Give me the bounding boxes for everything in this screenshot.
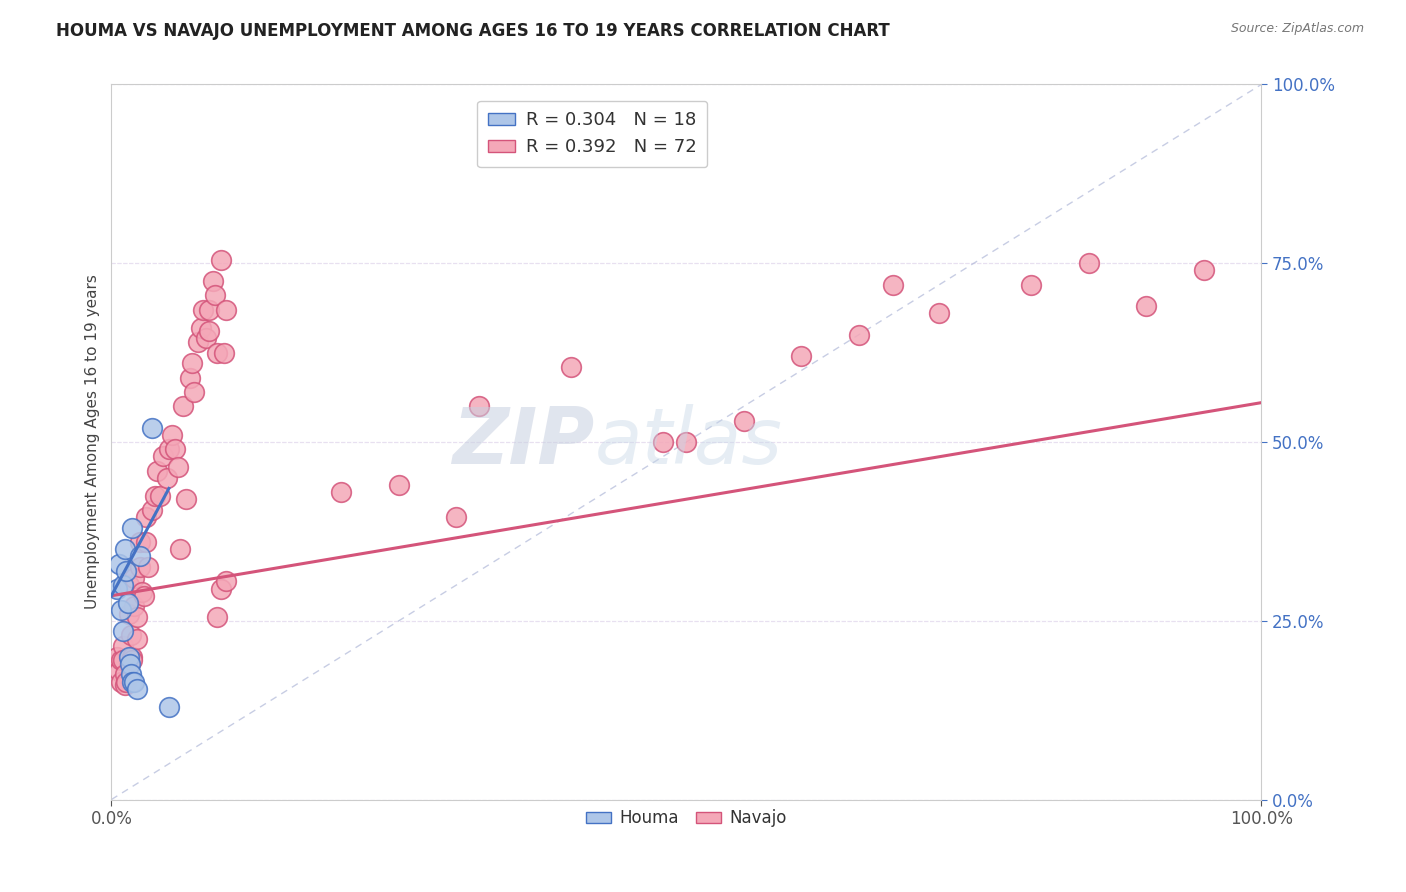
Text: Source: ZipAtlas.com: Source: ZipAtlas.com <box>1230 22 1364 36</box>
Point <box>125 610 148 624</box>
Point <box>121 674 143 689</box>
Point <box>121 653 143 667</box>
Point <box>135 535 157 549</box>
Point <box>111 653 134 667</box>
Point <box>733 413 755 427</box>
Point <box>1077 256 1099 270</box>
Point <box>120 628 142 642</box>
Point <box>124 571 146 585</box>
Point <box>149 489 172 503</box>
Point <box>143 489 166 503</box>
Point <box>1135 299 1157 313</box>
Point <box>928 306 950 320</box>
Point <box>1192 263 1215 277</box>
Point <box>330 485 353 500</box>
Point <box>215 302 238 317</box>
Point <box>115 674 138 689</box>
Text: ZIP: ZIP <box>453 404 595 480</box>
Point <box>118 657 141 671</box>
Point <box>141 503 163 517</box>
Legend: Houma, Navajo: Houma, Navajo <box>579 803 793 834</box>
Point <box>179 370 201 384</box>
Point <box>193 302 215 317</box>
Point <box>118 649 141 664</box>
Point <box>118 578 141 592</box>
Point <box>675 434 697 449</box>
Point <box>388 478 411 492</box>
Point <box>790 349 813 363</box>
Point <box>141 420 163 434</box>
Point <box>848 327 870 342</box>
Point <box>121 521 143 535</box>
Point <box>205 610 228 624</box>
Point <box>136 560 159 574</box>
Point <box>118 607 141 621</box>
Point <box>131 585 153 599</box>
Point <box>560 359 582 374</box>
Point <box>114 678 136 692</box>
Point <box>114 667 136 681</box>
Point <box>468 399 491 413</box>
Point <box>446 510 468 524</box>
Point <box>652 434 675 449</box>
Point <box>157 699 180 714</box>
Point <box>117 596 139 610</box>
Point <box>194 331 217 345</box>
Point <box>120 667 142 681</box>
Point <box>115 564 138 578</box>
Point <box>212 345 235 359</box>
Point <box>1021 277 1043 292</box>
Point <box>124 674 146 689</box>
Text: atlas: atlas <box>595 404 782 480</box>
Point <box>105 649 128 664</box>
Point <box>114 542 136 557</box>
Point <box>132 589 155 603</box>
Point <box>882 277 904 292</box>
Point <box>111 624 134 639</box>
Point <box>124 599 146 614</box>
Point <box>108 557 131 571</box>
Point <box>121 649 143 664</box>
Point <box>146 464 169 478</box>
Point <box>110 674 132 689</box>
Point <box>135 510 157 524</box>
Point <box>183 384 205 399</box>
Point <box>111 639 134 653</box>
Point <box>209 252 232 267</box>
Point <box>163 442 186 457</box>
Point <box>108 664 131 678</box>
Point <box>105 582 128 596</box>
Point <box>198 324 221 338</box>
Point <box>169 542 191 557</box>
Point <box>187 334 209 349</box>
Point <box>152 450 174 464</box>
Point <box>172 399 194 413</box>
Point <box>129 560 152 574</box>
Point <box>110 653 132 667</box>
Point <box>125 681 148 696</box>
Point <box>180 356 202 370</box>
Point <box>204 288 226 302</box>
Point <box>190 320 212 334</box>
Point <box>111 578 134 592</box>
Point <box>198 302 221 317</box>
Point <box>129 549 152 564</box>
Point <box>205 345 228 359</box>
Point <box>162 427 184 442</box>
Point <box>155 471 177 485</box>
Point <box>215 574 238 589</box>
Point <box>157 442 180 457</box>
Point <box>209 582 232 596</box>
Point <box>110 603 132 617</box>
Point <box>201 274 224 288</box>
Y-axis label: Unemployment Among Ages 16 to 19 years: Unemployment Among Ages 16 to 19 years <box>86 275 100 609</box>
Text: HOUMA VS NAVAJO UNEMPLOYMENT AMONG AGES 16 TO 19 YEARS CORRELATION CHART: HOUMA VS NAVAJO UNEMPLOYMENT AMONG AGES … <box>56 22 890 40</box>
Point <box>129 535 152 549</box>
Point <box>167 460 190 475</box>
Point <box>125 632 148 646</box>
Point <box>174 492 197 507</box>
